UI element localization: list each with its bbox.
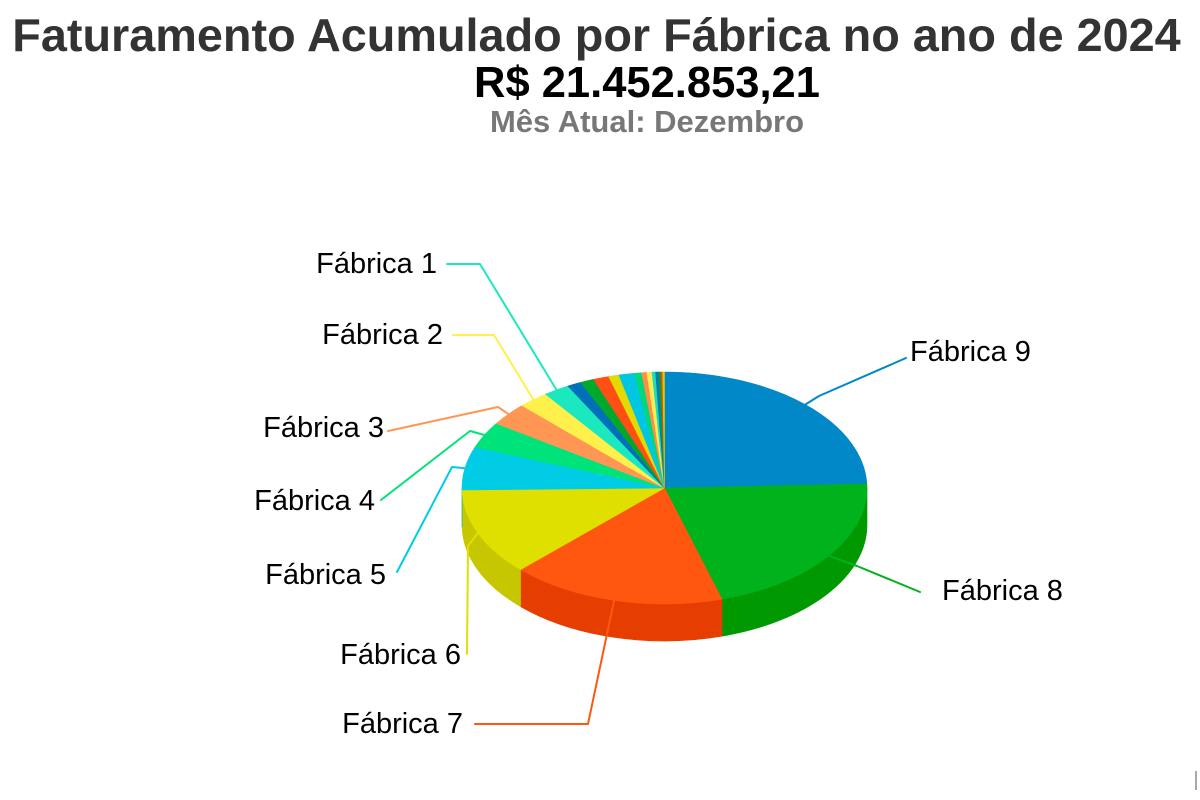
pie-slices: [461, 371, 868, 605]
connector-fabrica-4: [380, 430, 486, 501]
connector-fabrica-3: [387, 406, 510, 432]
data-label-fabrica-8: Fábrica 8: [942, 575, 1063, 607]
data-label-connectors: [380, 263, 921, 725]
data-label-fabrica-5: Fábrica 5: [265, 559, 386, 591]
data-label-fabrica-9: Fábrica 9: [910, 336, 1031, 368]
pie-chart: [461, 371, 868, 642]
connector-fabrica-9: [804, 357, 907, 406]
data-label-fabrica-3: Fábrica 3: [263, 412, 384, 444]
data-label-fabrica-1: Fábrica 1: [316, 248, 437, 280]
data-label-fabrica-6: Fábrica 6: [340, 639, 461, 671]
chart-title: Faturamento Acumulado por Fábrica no ano…: [12, 9, 1180, 61]
connector-fabrica-8: [827, 554, 921, 593]
connector-fabrica-1: [446, 263, 558, 391]
pie-slice-slice-22: [662, 371, 665, 489]
data-label-fabrica-2: Fábrica 2: [322, 319, 443, 351]
data-label-fabrica-7: Fábrica 7: [342, 708, 463, 740]
connector-fabrica-6: [466, 532, 479, 655]
data-label-fabrica-4: Fábrica 4: [254, 485, 375, 517]
data-labels: Fábrica 9 Fábrica 8 Fábrica 7 Fábrica 6 Fábr…: [254, 248, 1063, 740]
chart-total-value: R$ 21.452.853,21: [474, 59, 820, 107]
chart-current-month: Mês Atual: Dezembro: [490, 104, 804, 139]
connector-fabrica-2: [452, 334, 535, 401]
connector-fabrica-7: [474, 599, 616, 725]
connector-fabrica-5: [396, 466, 466, 573]
